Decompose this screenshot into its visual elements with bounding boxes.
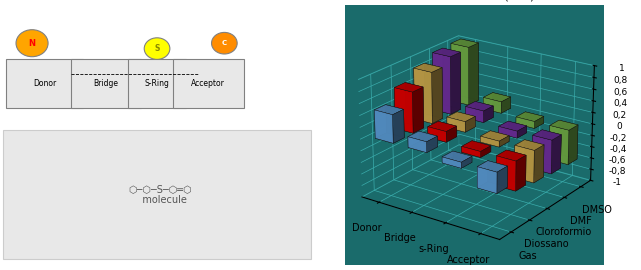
Circle shape [16,30,48,57]
Circle shape [144,38,170,59]
Text: Acceptor: Acceptor [192,79,225,88]
Title: Carica naturale (u.a.): Carica naturale (u.a.) [415,0,534,2]
Text: N: N [29,39,35,48]
Text: S-Ring: S-Ring [145,79,169,88]
Text: Bridge: Bridge [93,79,119,88]
Text: Donor: Donor [33,79,56,88]
Text: ⬡─⬡─S─⬡═⬡
   molecule: ⬡─⬡─S─⬡═⬡ molecule [128,184,192,205]
FancyBboxPatch shape [71,59,141,108]
FancyBboxPatch shape [3,130,311,259]
Circle shape [212,32,237,54]
FancyBboxPatch shape [6,59,83,108]
FancyBboxPatch shape [173,59,244,108]
Text: C: C [222,40,227,46]
FancyBboxPatch shape [128,59,186,108]
Text: S: S [154,44,160,53]
